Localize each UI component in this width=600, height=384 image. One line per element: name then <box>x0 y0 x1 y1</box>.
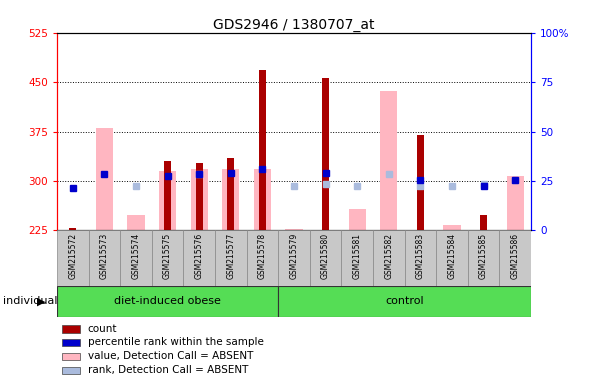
Bar <box>480 215 487 230</box>
Bar <box>57 230 89 286</box>
Text: GSM215575: GSM215575 <box>163 233 172 280</box>
Text: GSM215574: GSM215574 <box>131 233 140 280</box>
Text: control: control <box>385 296 424 306</box>
Bar <box>196 162 203 230</box>
Bar <box>436 230 468 286</box>
Bar <box>254 169 271 230</box>
Bar <box>62 339 80 346</box>
Text: diet-induced obese: diet-induced obese <box>114 296 221 306</box>
Text: GSM215578: GSM215578 <box>258 233 267 279</box>
Bar <box>286 229 302 230</box>
Bar <box>89 230 120 286</box>
Text: GSM215573: GSM215573 <box>100 233 109 280</box>
Text: GSM215579: GSM215579 <box>290 233 299 280</box>
Bar <box>62 367 80 374</box>
Bar <box>417 135 424 230</box>
Bar <box>215 230 247 286</box>
Bar <box>278 286 531 317</box>
Text: GSM215572: GSM215572 <box>68 233 77 279</box>
Text: GSM215584: GSM215584 <box>448 233 457 279</box>
Bar <box>70 228 76 230</box>
Bar <box>443 225 461 230</box>
Text: individual: individual <box>3 296 58 306</box>
Bar <box>152 230 184 286</box>
Text: GSM215583: GSM215583 <box>416 233 425 279</box>
Bar <box>62 325 80 333</box>
Text: GSM215577: GSM215577 <box>226 233 235 280</box>
Bar <box>349 209 366 230</box>
Bar <box>468 230 499 286</box>
Bar <box>96 128 113 230</box>
Text: GSM215580: GSM215580 <box>321 233 330 279</box>
Bar <box>120 230 152 286</box>
Bar <box>184 230 215 286</box>
Bar <box>322 78 329 230</box>
Bar <box>380 91 397 230</box>
Bar <box>499 230 531 286</box>
Bar <box>278 230 310 286</box>
Bar <box>247 230 278 286</box>
Text: GSM215582: GSM215582 <box>385 233 394 279</box>
Text: GSM215585: GSM215585 <box>479 233 488 279</box>
Text: percentile rank within the sample: percentile rank within the sample <box>88 338 263 348</box>
Bar <box>404 230 436 286</box>
Bar <box>259 70 266 230</box>
Bar <box>222 169 239 230</box>
Bar <box>127 215 145 230</box>
Bar <box>310 230 341 286</box>
Bar <box>227 158 234 230</box>
Bar <box>373 230 404 286</box>
Bar <box>341 230 373 286</box>
Bar <box>159 171 176 230</box>
Text: rank, Detection Call = ABSENT: rank, Detection Call = ABSENT <box>88 366 248 376</box>
Text: GSM215581: GSM215581 <box>353 233 362 279</box>
Text: GSM215576: GSM215576 <box>194 233 204 280</box>
Bar <box>57 286 278 317</box>
Text: ▶: ▶ <box>37 296 46 306</box>
Bar <box>191 169 208 230</box>
Text: value, Detection Call = ABSENT: value, Detection Call = ABSENT <box>88 351 253 361</box>
Bar <box>506 176 524 230</box>
Text: GSM215586: GSM215586 <box>511 233 520 279</box>
Text: count: count <box>88 324 118 334</box>
Title: GDS2946 / 1380707_at: GDS2946 / 1380707_at <box>213 18 375 31</box>
Bar <box>62 353 80 361</box>
Bar <box>164 161 171 230</box>
